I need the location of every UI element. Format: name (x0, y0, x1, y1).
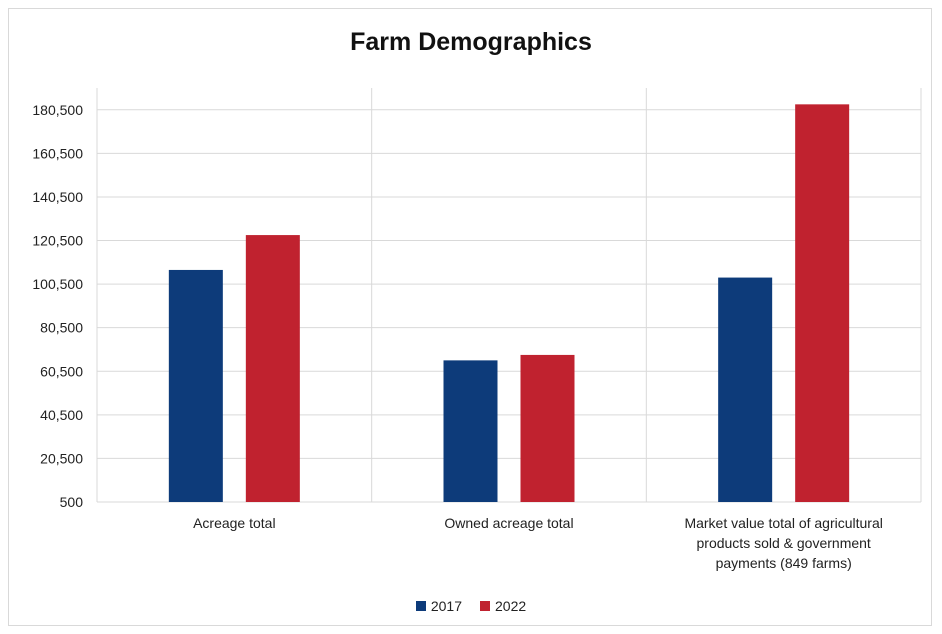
x-axis-category-labels: Acreage total Owned acreage total Market v… (193, 515, 883, 571)
legend-swatch-2022 (480, 601, 490, 611)
legend-label-2017: 2017 (430, 598, 462, 614)
y-tick-label: 20,500 (40, 450, 83, 466)
bar-2017-category-2 (443, 360, 498, 502)
y-tick-label: 120,500 (32, 233, 83, 249)
y-tick-label: 80,500 (40, 320, 83, 336)
legend-item-2022: 2022 (480, 598, 526, 614)
y-tick-label: 100,500 (32, 276, 83, 292)
bar-2022-category-2 (520, 354, 575, 502)
bars (168, 104, 850, 502)
legend-swatch-2017 (415, 601, 426, 611)
y-tick-label: 140,500 (32, 189, 83, 205)
x-category-label: Acreage total (193, 515, 276, 531)
y-axis-tick-labels: 500 20,500 40,500 60,500 80,500 100,500 120,50… (32, 102, 83, 510)
chart-title: Farm Demographics (350, 28, 592, 56)
legend-label-2022: 2022 (495, 598, 527, 614)
y-tick-label: 60,500 (40, 363, 83, 379)
bar-2017-category-3 (718, 277, 773, 502)
bar-2022-category-1 (245, 235, 300, 502)
legend-item-2017: 2017 (415, 598, 462, 614)
y-tick-label: 180,500 (32, 102, 83, 118)
chart-frame (8, 8, 932, 626)
bar-2022-category-3 (795, 104, 850, 502)
y-tick-label: 160,500 (32, 145, 83, 161)
x-category-label: Owned acreage total (444, 515, 573, 531)
x-category-label: payments (849 farms) (716, 555, 852, 571)
x-category-label: products sold & government (697, 535, 871, 551)
y-tick-label: 500 (60, 494, 84, 510)
x-category-label: Market value total of agricultural (684, 515, 882, 531)
gridlines (96, 88, 922, 503)
bar-2017-category-1 (168, 269, 223, 502)
legend: 2017 2022 (0, 598, 942, 614)
y-tick-label: 40,500 (40, 407, 83, 423)
